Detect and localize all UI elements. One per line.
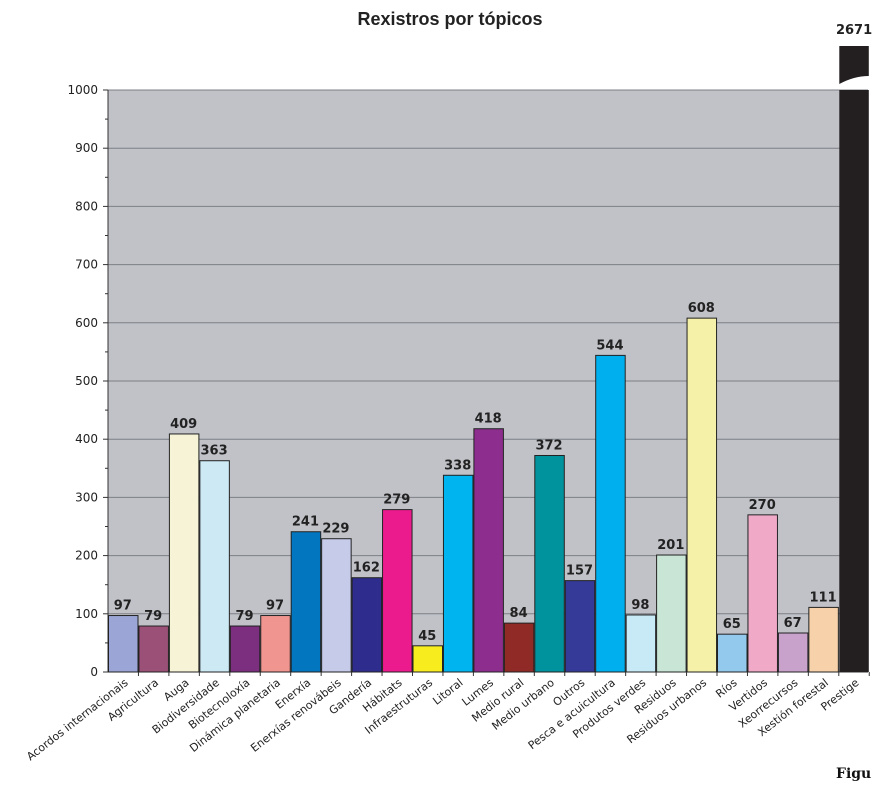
bar-value-label: 79: [144, 609, 162, 624]
y-tick-label: 100: [75, 607, 98, 621]
bar-value-label: 372: [535, 438, 562, 453]
bar: [351, 577, 383, 673]
bar-value-label: 338: [444, 458, 471, 473]
bar-value-label: 97: [114, 599, 132, 614]
bar: [260, 615, 291, 673]
bar: [503, 622, 535, 673]
bar: [321, 538, 352, 673]
bar: [229, 625, 261, 673]
bar: [686, 317, 718, 673]
bar: [168, 433, 200, 673]
y-tick-label: 700: [75, 258, 98, 272]
bar: [108, 615, 139, 673]
bar-value-label: 270: [749, 498, 776, 513]
bar: [534, 454, 565, 673]
bar-value-label: 544: [596, 338, 623, 353]
bar-value-label: 84: [510, 606, 528, 621]
bar: [382, 509, 413, 673]
bar-value-label: 45: [418, 629, 436, 644]
bar: [656, 554, 687, 673]
bar: [808, 606, 839, 673]
bar-value-label: 229: [322, 522, 349, 537]
bar: [199, 460, 230, 673]
bar: [839, 90, 869, 672]
y-tick-label: 400: [75, 432, 98, 446]
bar: [442, 474, 474, 673]
bar: [747, 514, 778, 673]
chart-title: Rexistros por tópicos: [357, 9, 542, 29]
bar-value-label: 418: [475, 412, 502, 427]
bar-value-label: 65: [723, 617, 741, 632]
figure-caption: Figu: [836, 766, 871, 782]
bar-value-label: 608: [688, 301, 715, 316]
bar-value-label: 98: [631, 598, 649, 613]
y-tick-label: 300: [75, 490, 98, 504]
bar-value-label: 97: [266, 599, 284, 614]
y-tick-label: 600: [75, 316, 98, 330]
bar: [777, 632, 809, 673]
bar-value-label: 67: [784, 616, 802, 631]
y-tick-label: 200: [75, 549, 98, 563]
bar-value-label: 157: [566, 564, 593, 579]
bar-value-label: 111: [810, 590, 837, 605]
bar: [138, 625, 169, 673]
bar: [473, 428, 504, 673]
bar-value-label: 201: [657, 538, 684, 553]
y-tick-label: 1000: [67, 83, 98, 97]
bar: [625, 614, 657, 673]
y-tick-label: 0: [90, 665, 98, 679]
bar: [717, 633, 748, 673]
bar-value-label: 162: [353, 561, 380, 576]
bar: [564, 580, 596, 673]
x-tick-label: Litoral: [430, 676, 465, 708]
bar-value-label: 79: [236, 609, 254, 624]
bar: [412, 645, 443, 673]
bar-value-label: 2671: [836, 23, 872, 38]
bar: [595, 354, 626, 673]
bar-value-label: 279: [383, 493, 410, 508]
y-tick-label: 800: [75, 199, 98, 213]
bar-value-label: 363: [201, 444, 228, 459]
bar-overflow-segment: [839, 46, 869, 84]
bar: [290, 531, 322, 673]
bar-value-label: 241: [292, 515, 319, 530]
y-tick-label: 900: [75, 141, 98, 155]
y-tick-label: 500: [75, 374, 98, 388]
bar-value-label: 409: [170, 417, 197, 432]
